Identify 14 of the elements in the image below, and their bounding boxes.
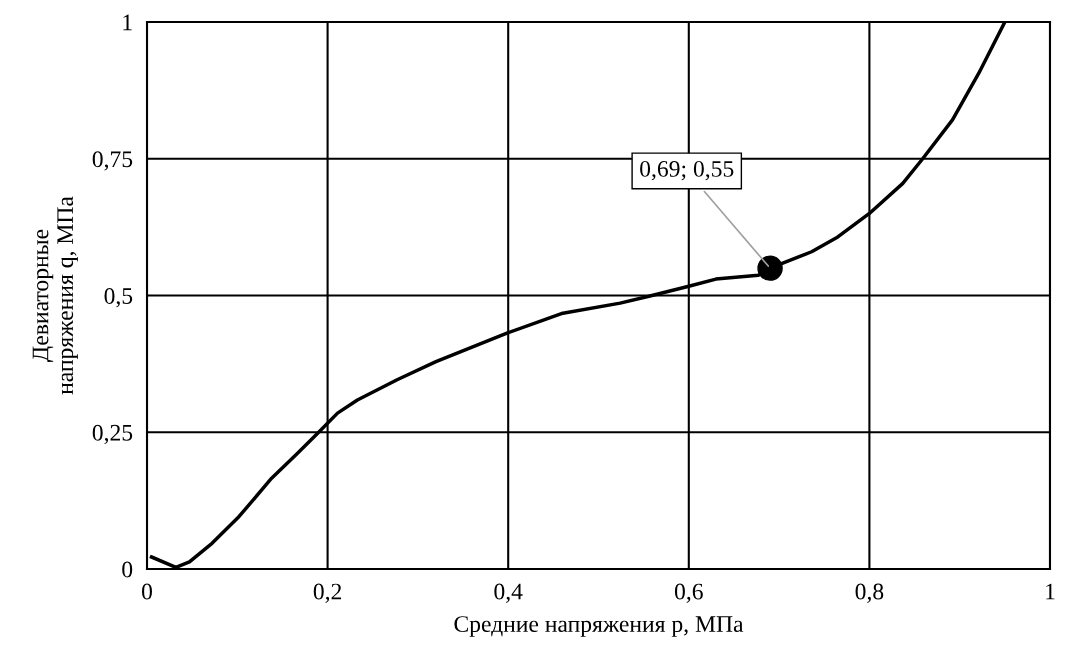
x-tick-label: 0,8 <box>855 583 884 603</box>
x-axis-title: Средние напряжения p, МПа <box>454 616 744 637</box>
y-axis-title: Девиаторные напряжения q, МПа <box>32 196 78 395</box>
annotation: 0,69; 0,55 <box>640 160 734 181</box>
x-tick-label: 1 <box>1046 583 1055 600</box>
x-tick-label: 0,4 <box>494 583 523 603</box>
y-tick-label: 1 <box>123 14 132 31</box>
x-tick-label: 0 <box>142 583 152 600</box>
y-tick-label: 0,25 <box>92 424 133 445</box>
y-tick-label: 0,75 <box>92 151 133 171</box>
y-tick-label: 0 <box>122 561 133 578</box>
x-tick-label: 0,6 <box>674 583 703 603</box>
y-tick-label: 0,5 <box>104 287 133 308</box>
x-tick-label: 0,2 <box>313 583 342 603</box>
